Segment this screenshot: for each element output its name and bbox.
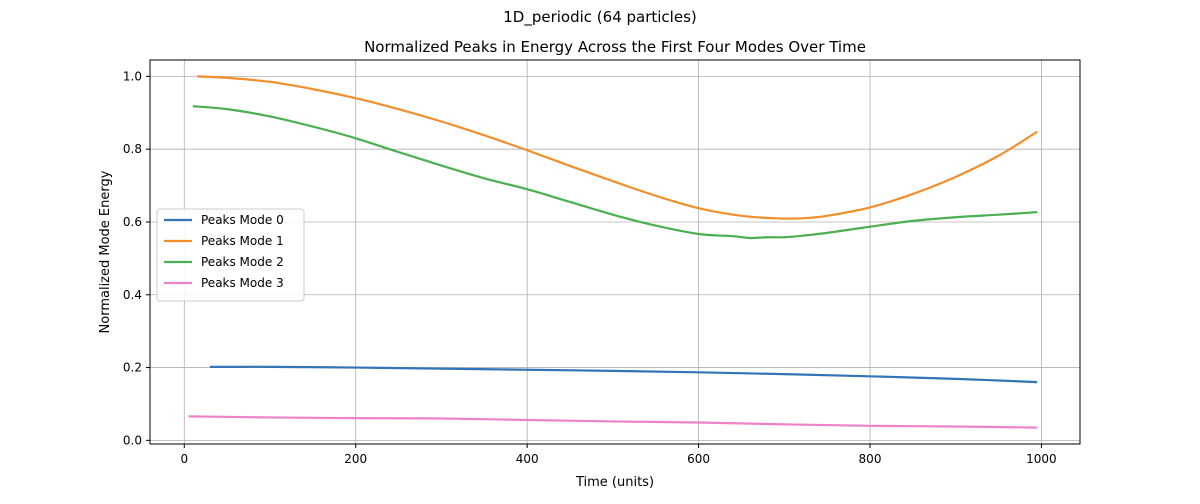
y-tick-label: 0.2 [123,361,142,375]
legend-box [156,208,305,302]
legend-label: Peaks Mode 0 [201,213,284,227]
legend-label: Peaks Mode 3 [201,276,284,290]
plot-frame [149,59,1081,445]
y-tick-label: 0.4 [123,288,142,302]
series-line-mode-2 [192,105,1038,240]
series-line-mode-1 [197,75,1038,220]
y-axis-label: Normalized Mode Energy [98,170,113,333]
series-line-mode-3 [188,415,1038,429]
y-tick-label: 0.6 [123,215,142,229]
chart-title: Normalized Peaks in Energy Across the Fi… [364,38,866,56]
series-line-mode-0 [209,365,1038,384]
x-tick-label: 400 [516,452,539,466]
grid-lines [150,60,1080,444]
legend: Peaks Mode 0 Peaks Mode 1 Peaks Mode 2 Peak… [156,208,305,302]
legend-label: Peaks Mode 1 [201,234,284,248]
y-tick-label: 0.0 [123,433,142,447]
axis-ticks: 0 200 400 600 800 1000 0.0 0.2 0.4 0.6 0.8 1.0 [123,69,1057,466]
x-tick-label: 800 [859,452,882,466]
x-axis-label: Time (units) [575,475,654,490]
x-tick-label: 200 [344,452,367,466]
series-lines [188,75,1038,429]
x-tick-label: 600 [687,452,710,466]
legend-label: Peaks Mode 2 [201,255,284,269]
x-tick-label: 1000 [1026,452,1057,466]
figure-suptitle: 1D_periodic (64 particles) [503,8,697,27]
y-tick-label: 1.0 [123,69,142,83]
y-tick-label: 0.8 [123,142,142,156]
x-tick-label: 0 [180,452,188,466]
